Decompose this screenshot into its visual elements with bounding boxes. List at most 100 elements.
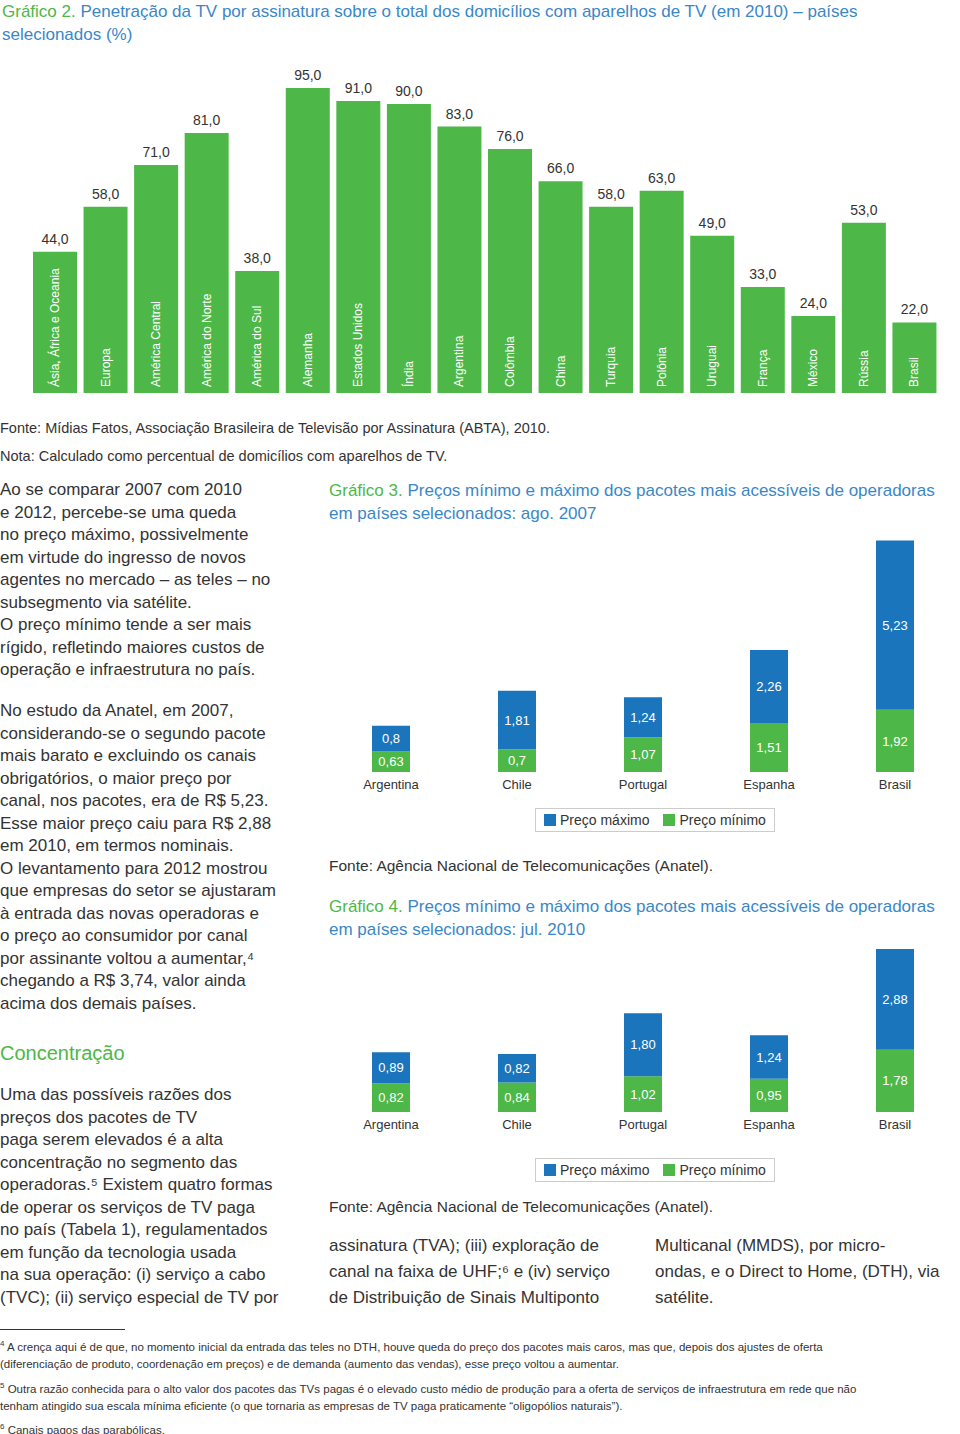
html-text:em virtude do ingresso de novo: em virtude do ingresso de novos [0,547,246,567]
svg-text:0,7: 0,7 [508,753,526,768]
svg-text:53,0: 53,0 [850,202,877,218]
svg-text:1,51: 1,51 [756,740,781,755]
svg-text:95,0: 95,0 [294,67,321,83]
svg-text:Rússia: Rússia [857,350,871,387]
svg-text:América do Sul: América do Sul [250,306,264,387]
html-text:rígido, refletindo maiores cus: rígido, refletindo maiores custos de [0,637,265,657]
svg-text:0,89: 0,89 [378,1060,403,1075]
svg-text:Chile: Chile [502,1117,532,1132]
html-text:(TVC); (ii) serviço especial d: (TVC); (ii) serviço especial de TV por [0,1287,279,1307]
svg-text:49,0: 49,0 [699,215,726,231]
html-text:acima dos demais países.: acima dos demais países. [0,993,197,1013]
svg-text:Polônia: Polônia [655,347,669,387]
html-text:considerando-se o segundo paco: considerando-se o segundo pacote [0,723,266,743]
html-text:canal, nos pacotes, era de R$: canal, nos pacotes, era de R$ 5,23. [0,791,269,810]
html-text:no preço máximo, possivelmente: no preço máximo, possivelmente [0,525,249,544]
html-text:mais barato e excluindo os can: mais barato e excluindo os canais [0,746,257,765]
html-text:que empresas do setor se ajust: que empresas do setor se ajustaram [0,881,276,900]
svg-text:83,0: 83,0 [446,106,473,122]
html-text:em função da tecnologia usada: em função da tecnologia usada [0,1242,237,1262]
svg-text:2,26: 2,26 [756,679,781,694]
svg-text:Uruguai: Uruguai [705,345,719,387]
svg-text:0,8: 0,8 [382,731,400,746]
svg-text:22,0: 22,0 [901,301,928,317]
html-text:concentração no segmento das: concentração no segmento das [0,1152,238,1172]
svg-text:1,81: 1,81 [504,713,529,728]
svg-text:Espanha: Espanha [743,1117,795,1132]
svg-text:58,0: 58,0 [597,186,624,202]
svg-text:Portugal: Portugal [619,777,668,792]
svg-text:33,0: 33,0 [749,266,776,282]
html-text:operação e infraestrutura no p: operação e infraestrutura no país. [0,660,256,679]
svg-text:Argentina: Argentina [363,1117,419,1132]
html-text:chegando a R$ 3,74, valor aind: chegando a R$ 3,74, valor ainda [0,971,246,990]
html-text:Gráfico 2. Penetração da TV po: Gráfico 2. Penetração da TV por assinatu… [2,2,858,44]
svg-text:66,0: 66,0 [547,160,574,176]
html-text:Uma das possíveis razões dos: Uma das possíveis razões dos [0,1085,232,1104]
svg-text:Estados Unidos: Estados Unidos [351,303,365,387]
svg-text:Portugal: Portugal [619,1117,668,1132]
svg-text:Argentina: Argentina [452,335,466,387]
html-text:em 2010, em termos nominais.: em 2010, em termos nominais. [0,836,234,855]
svg-text:Índia: Índia [401,361,416,387]
html-text:preços dos pacotes de TV: preços dos pacotes de TV [0,1107,198,1127]
svg-text:0,63: 0,63 [378,754,403,769]
html-text:obrigatórios, o maior preço po: obrigatórios, o maior preço por [0,768,232,788]
html-text:agentes no mercado – as teles: agentes no mercado – as teles – no [0,570,271,589]
html-text:paga serem elevados é a alta: paga serem elevados é a alta [0,1130,223,1149]
svg-text:76,0: 76,0 [496,128,523,144]
svg-text:24,0: 24,0 [800,295,827,311]
svg-text:Brasil: Brasil [907,357,921,387]
svg-text:1,07: 1,07 [630,747,655,762]
svg-text:1,80: 1,80 [630,1037,655,1052]
html-text:Esse maior preço caiu para R$: Esse maior preço caiu para R$ 2,88 [0,813,272,833]
html-text:Concentração: Concentração [0,1042,125,1064]
svg-text:Ásia, África e Oceania: Ásia, África e Oceania [47,268,62,387]
svg-text:0,82: 0,82 [504,1061,529,1076]
html-text:e 2012, percebe-se uma queda: e 2012, percebe-se uma queda [0,502,237,522]
svg-text:63,0: 63,0 [648,170,675,186]
svg-text:Espanha: Espanha [743,777,795,792]
svg-text:5,23: 5,23 [882,618,907,633]
svg-text:1,24: 1,24 [756,1050,781,1065]
html-text:à entrada das novas operadoras: à entrada das novas operadoras e [0,903,259,923]
svg-text:1,02: 1,02 [630,1087,655,1102]
svg-text:38,0: 38,0 [244,250,271,266]
svg-text:58,0: 58,0 [92,186,119,202]
html-text:Ao se comparar 2007 com 2010: Ao se comparar 2007 com 2010 [0,480,242,499]
svg-text:0,84: 0,84 [504,1090,529,1105]
svg-text:Argentina: Argentina [363,777,419,792]
svg-text:91,0: 91,0 [345,80,372,96]
html-text:No estudo da Anatel, em 2007,: No estudo da Anatel, em 2007, [0,701,234,720]
svg-text:América Central: América Central [149,301,163,387]
svg-text:Europa: Europa [99,348,113,387]
html-text:O levantamento para 2012 mostr: O levantamento para 2012 mostrou [0,858,268,878]
svg-text:Brasil: Brasil [879,777,912,792]
svg-text:44,0: 44,0 [41,231,68,247]
html-text:por assinante voltou a aumenta: por assinante voltou a aumentar,⁴ [0,948,254,968]
svg-text:Brasil: Brasil [879,1117,912,1132]
svg-text:Alemanha: Alemanha [301,333,315,387]
svg-text:71,0: 71,0 [142,144,169,160]
svg-text:França: França [756,349,770,387]
svg-text:Colômbia: Colômbia [503,336,517,387]
svg-text:1,78: 1,78 [882,1073,907,1088]
html-text:o preço ao consumidor por cana: o preço ao consumidor por canal [0,926,248,945]
svg-text:China: China [554,355,568,387]
html-text:Gráfico 4. Preços mínimo e máx: Gráfico 4. Preços mínimo e máximo dos pa… [329,897,935,939]
svg-text:2,88: 2,88 [882,992,907,1007]
html-text:O preço mínimo tende a ser mai: O preço mínimo tende a ser mais [0,615,252,634]
svg-text:Turquia: Turquia [604,346,618,387]
svg-text:1,92: 1,92 [882,734,907,749]
svg-text:90,0: 90,0 [395,83,422,99]
svg-text:81,0: 81,0 [193,112,220,128]
svg-text:Chile: Chile [502,777,532,792]
svg-text:México: México [806,349,820,387]
html-text:de operar os serviços de TV pa: de operar os serviços de TV paga [0,1197,255,1217]
svg-text:0,82: 0,82 [378,1090,403,1105]
html-text:subsegmento via satélite.: subsegmento via satélite. [0,592,192,612]
svg-text:1,24: 1,24 [630,710,655,725]
svg-text:0,95: 0,95 [756,1088,781,1103]
svg-text:América do Norte: América do Norte [200,293,214,387]
html-text:Gráfico 3. Preços mínimo e máx: Gráfico 3. Preços mínimo e máximo dos pa… [329,481,935,523]
